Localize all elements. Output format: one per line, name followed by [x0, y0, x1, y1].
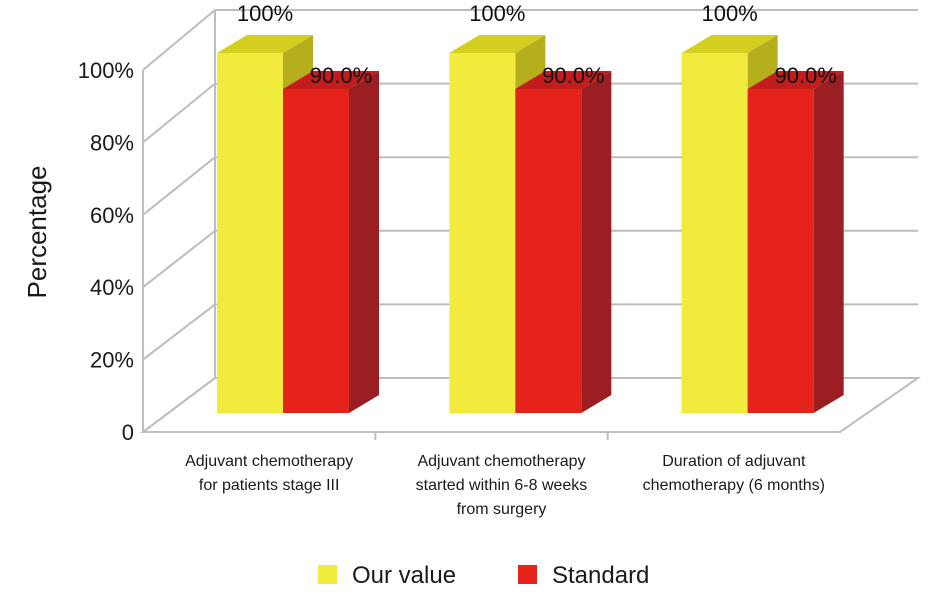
- legend-label: Our value: [352, 562, 456, 589]
- x-tick-label: for patients stage III: [199, 477, 340, 494]
- bar: [283, 89, 349, 413]
- y-tick-label: 40%: [90, 275, 134, 300]
- legend-swatch: [318, 565, 337, 584]
- data-label: 100%: [469, 1, 525, 26]
- y-tick-label: 20%: [90, 348, 134, 373]
- x-tick-label: started within 6-8 weeks: [416, 477, 588, 494]
- bar: [681, 53, 748, 413]
- chart-axes: [142, 70, 840, 440]
- data-label: 90.0%: [774, 63, 836, 88]
- bar-top: [681, 35, 778, 53]
- bar-side: [581, 71, 612, 413]
- legend-swatch: [518, 565, 537, 584]
- x-tick-label: chemotherapy (6 months): [643, 477, 825, 494]
- bar-side: [813, 71, 844, 413]
- chart-bars: [217, 35, 844, 413]
- bar-top: [515, 71, 612, 89]
- x-tick-label: Duration of adjuvant: [662, 453, 806, 470]
- chart-legend: Our value Standard: [318, 562, 649, 589]
- bar-side: [349, 71, 379, 413]
- y-tick-label: 60%: [90, 203, 134, 228]
- x-tick-label: from surgery: [457, 501, 547, 518]
- y-tick-label: 80%: [90, 130, 134, 155]
- gridline-diagonal: [142, 82, 216, 144]
- gridline-diagonal: [142, 303, 216, 361]
- data-label: 90.0%: [542, 63, 604, 88]
- data-label: 100%: [702, 1, 758, 26]
- gridline-diagonal: [142, 9, 216, 71]
- bar-top: [747, 71, 844, 89]
- y-tick-label: 100%: [78, 58, 134, 83]
- data-label: 100%: [237, 1, 293, 26]
- data-label: 90.0%: [310, 63, 372, 88]
- bar-top: [283, 71, 379, 89]
- bar: [449, 53, 516, 413]
- x-tick-label: Adjuvant chemotherapy: [417, 453, 585, 470]
- bar: [217, 53, 283, 413]
- bar-top: [449, 35, 546, 53]
- bar-top: [217, 35, 313, 53]
- gridline-diagonal: [142, 156, 216, 216]
- bar: [747, 89, 814, 413]
- legend-label: Standard: [552, 562, 649, 589]
- x-tick-label: Adjuvant chemotherapy: [185, 453, 353, 470]
- y-tick-label: 0: [122, 420, 134, 445]
- gridline-diagonal: [142, 230, 216, 288]
- chart-labels: 0 20% 40% 60% 80% 100% Percentage 100% 90.0% Adju…: [22, 1, 837, 518]
- y-axis-label: Percentage: [22, 166, 52, 299]
- bar: [515, 89, 582, 413]
